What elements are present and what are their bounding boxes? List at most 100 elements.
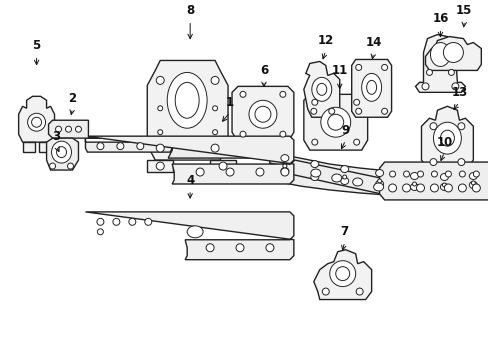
Circle shape	[310, 108, 316, 114]
Polygon shape	[48, 120, 88, 138]
Text: 13: 13	[450, 86, 467, 99]
Circle shape	[280, 168, 288, 176]
Circle shape	[451, 83, 458, 90]
Circle shape	[137, 143, 143, 150]
Circle shape	[381, 108, 387, 114]
Circle shape	[240, 131, 245, 137]
Ellipse shape	[440, 174, 447, 180]
Circle shape	[457, 123, 464, 130]
Polygon shape	[269, 152, 488, 181]
Circle shape	[470, 181, 474, 185]
Polygon shape	[22, 142, 35, 152]
Circle shape	[342, 175, 346, 179]
Text: 12: 12	[317, 34, 333, 47]
Circle shape	[353, 139, 359, 145]
Polygon shape	[269, 162, 488, 196]
Circle shape	[429, 123, 436, 130]
Circle shape	[156, 76, 164, 84]
Ellipse shape	[331, 174, 341, 182]
Polygon shape	[147, 160, 173, 172]
Ellipse shape	[443, 42, 463, 62]
Ellipse shape	[366, 80, 376, 94]
Ellipse shape	[167, 72, 207, 128]
Ellipse shape	[280, 167, 288, 175]
Circle shape	[328, 108, 334, 114]
Circle shape	[255, 168, 264, 176]
Circle shape	[279, 91, 285, 97]
Ellipse shape	[310, 174, 318, 180]
Circle shape	[457, 159, 464, 166]
Ellipse shape	[468, 172, 476, 180]
Circle shape	[430, 171, 437, 177]
Text: 5: 5	[32, 39, 41, 52]
Text: 9: 9	[341, 124, 349, 137]
Circle shape	[429, 159, 436, 166]
Circle shape	[97, 229, 103, 235]
Ellipse shape	[468, 181, 476, 189]
Circle shape	[403, 171, 408, 177]
Circle shape	[205, 244, 214, 252]
Ellipse shape	[327, 114, 343, 130]
Ellipse shape	[352, 178, 362, 186]
Circle shape	[156, 144, 164, 152]
Circle shape	[156, 162, 164, 170]
Circle shape	[56, 126, 61, 132]
Ellipse shape	[340, 177, 348, 184]
Polygon shape	[19, 96, 55, 142]
Ellipse shape	[432, 122, 461, 154]
Polygon shape	[85, 212, 293, 260]
Ellipse shape	[340, 166, 348, 172]
Circle shape	[426, 69, 431, 75]
Polygon shape	[85, 136, 293, 184]
Circle shape	[429, 184, 438, 192]
Circle shape	[225, 168, 234, 176]
Ellipse shape	[375, 170, 383, 176]
Text: 3: 3	[52, 130, 61, 143]
Text: 2: 2	[68, 92, 77, 105]
Circle shape	[196, 168, 203, 176]
Polygon shape	[425, 37, 480, 71]
Circle shape	[417, 171, 423, 177]
Circle shape	[381, 64, 387, 71]
Text: 7: 7	[340, 225, 348, 238]
Circle shape	[113, 219, 120, 225]
Polygon shape	[232, 86, 293, 142]
Polygon shape	[288, 160, 405, 198]
Circle shape	[97, 143, 103, 150]
Circle shape	[158, 130, 163, 135]
Polygon shape	[303, 62, 339, 117]
Ellipse shape	[316, 84, 326, 95]
Circle shape	[402, 184, 410, 192]
Circle shape	[471, 184, 479, 192]
Ellipse shape	[280, 154, 288, 162]
Text: 4: 4	[185, 174, 194, 186]
Circle shape	[219, 162, 226, 170]
Text: 15: 15	[455, 4, 471, 17]
Circle shape	[75, 126, 81, 132]
Circle shape	[240, 91, 245, 97]
Polygon shape	[39, 142, 50, 152]
Circle shape	[447, 69, 453, 75]
Circle shape	[472, 171, 478, 177]
Circle shape	[311, 99, 317, 105]
Circle shape	[212, 106, 217, 111]
Circle shape	[389, 171, 395, 177]
Text: 1: 1	[225, 96, 234, 109]
Ellipse shape	[32, 117, 41, 127]
Text: 14: 14	[365, 36, 381, 49]
Circle shape	[322, 288, 328, 295]
Circle shape	[128, 219, 136, 225]
Circle shape	[457, 184, 466, 192]
Ellipse shape	[310, 161, 318, 167]
Text: 11: 11	[331, 64, 347, 77]
Ellipse shape	[51, 141, 71, 163]
Circle shape	[442, 183, 446, 187]
Polygon shape	[210, 160, 236, 172]
Ellipse shape	[329, 261, 355, 287]
Polygon shape	[46, 138, 78, 170]
Circle shape	[97, 219, 103, 225]
Ellipse shape	[335, 267, 349, 280]
Text: 10: 10	[435, 136, 451, 149]
Polygon shape	[303, 94, 367, 150]
Circle shape	[377, 179, 381, 183]
